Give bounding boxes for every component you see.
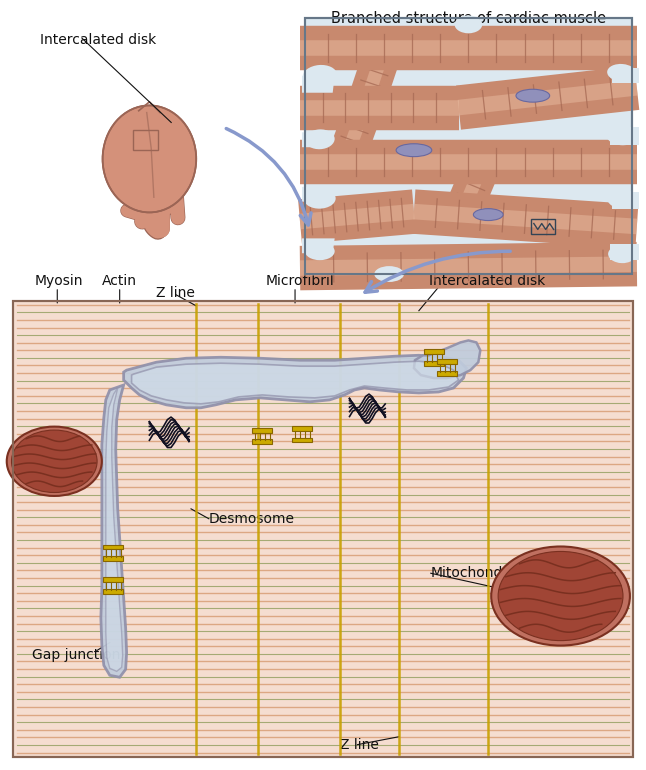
Bar [103, 557, 123, 561]
Ellipse shape [304, 189, 336, 209]
Text: Microfibril: Microfibril [266, 274, 334, 288]
Bar [292, 437, 312, 443]
FancyBboxPatch shape [13, 301, 633, 757]
Ellipse shape [374, 266, 404, 282]
FancyArrowPatch shape [365, 251, 510, 293]
Ellipse shape [607, 64, 637, 82]
Polygon shape [302, 187, 333, 202]
Ellipse shape [6, 427, 102, 496]
Polygon shape [123, 355, 466, 408]
Ellipse shape [145, 162, 185, 196]
Text: Gap junction: Gap junction [32, 648, 121, 662]
Polygon shape [612, 68, 639, 83]
Polygon shape [106, 388, 123, 671]
Text: Intercalated disk: Intercalated disk [429, 274, 545, 288]
Text: Actin: Actin [102, 274, 137, 288]
Text: Branched structure of cardiac muscle: Branched structure of cardiac muscle [331, 12, 606, 26]
Ellipse shape [12, 430, 97, 493]
Ellipse shape [474, 209, 503, 220]
Text: Z line: Z line [340, 738, 379, 752]
Text: Myosin: Myosin [34, 274, 83, 288]
Ellipse shape [103, 105, 196, 213]
Ellipse shape [608, 246, 636, 263]
Text: Desmosome: Desmosome [209, 512, 295, 526]
Polygon shape [101, 385, 127, 678]
Bar [424, 350, 444, 354]
Polygon shape [302, 76, 335, 92]
Bar [437, 360, 457, 364]
Polygon shape [132, 361, 459, 403]
Polygon shape [302, 132, 329, 147]
Text: Z line: Z line [156, 286, 195, 300]
Ellipse shape [396, 144, 432, 156]
Bar [531, 219, 555, 234]
Polygon shape [612, 192, 639, 209]
Polygon shape [302, 239, 335, 253]
Bar [103, 578, 123, 582]
Ellipse shape [107, 119, 160, 186]
Bar [133, 130, 158, 150]
Ellipse shape [606, 126, 638, 146]
Bar [103, 589, 123, 594]
Ellipse shape [305, 129, 335, 149]
Bar [103, 544, 123, 550]
Polygon shape [610, 244, 639, 260]
Ellipse shape [455, 15, 483, 33]
Bar [424, 361, 444, 367]
Ellipse shape [516, 89, 550, 102]
FancyBboxPatch shape [305, 18, 632, 274]
Polygon shape [610, 127, 639, 146]
Ellipse shape [305, 243, 335, 260]
Ellipse shape [498, 551, 623, 641]
Ellipse shape [491, 547, 630, 645]
Bar [292, 426, 312, 430]
Text: Intercalated disk: Intercalated disk [41, 33, 157, 47]
Ellipse shape [607, 189, 637, 209]
Ellipse shape [302, 65, 337, 87]
Bar [253, 427, 272, 433]
Polygon shape [414, 340, 481, 378]
FancyArrowPatch shape [226, 129, 311, 225]
Bar [253, 440, 272, 444]
Bar [437, 371, 457, 376]
Text: Mitochondrion: Mitochondrion [431, 566, 530, 581]
